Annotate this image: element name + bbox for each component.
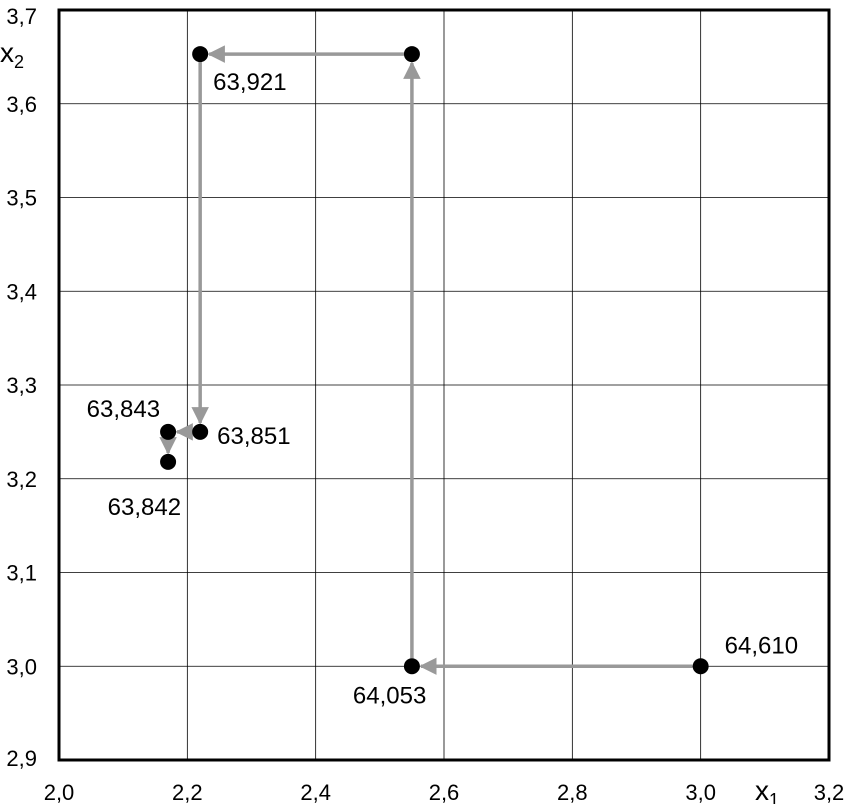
y-tick-label: 3,6 [6, 92, 37, 117]
data-point [192, 46, 209, 63]
data-point [160, 423, 177, 440]
tick-labels: 2,0 2,2 2,4 2,6 2,8 3,0 3,2 2,9 3,0 3,1 3,2 3,3 3,4 3… [6, 4, 844, 804]
y-tick-label: 3,7 [6, 4, 37, 29]
points [160, 46, 709, 675]
x-axis-label: x1 [755, 775, 779, 804]
point-labels: 64,610 64,053 63,921 63,851 63,843 63,842 [87, 69, 798, 709]
x-tick-label: 3,0 [685, 780, 716, 804]
search-path [159, 45, 693, 675]
y-tick-label: 2,9 [6, 746, 37, 771]
data-point [160, 453, 177, 470]
point-value-label: 63,921 [213, 69, 286, 96]
x-tick-label: 2,2 [172, 780, 203, 804]
point-value-label: 63,851 [217, 423, 290, 450]
point-value-label: 63,843 [87, 396, 160, 423]
y-tick-label: 3,1 [6, 561, 37, 586]
y-tick-label: 3,0 [6, 654, 37, 679]
point-value-label: 63,842 [108, 494, 181, 521]
y-tick-label: 3,5 [6, 186, 37, 211]
y-axis-label: x2 [0, 37, 24, 72]
plot-frame [57, 8, 831, 762]
grid [59, 10, 829, 760]
x-tick-label: 2,0 [44, 780, 75, 804]
data-point [192, 423, 209, 440]
data-point [403, 46, 420, 63]
x-tick-label: 2,6 [429, 780, 460, 804]
y-tick-label: 3,4 [6, 279, 37, 304]
x-tick-label: 2,4 [300, 780, 331, 804]
data-point [403, 658, 420, 675]
y-tick-label: 3,3 [6, 373, 37, 398]
point-value-label: 64,610 [725, 632, 798, 659]
y-tick-label: 3,2 [6, 467, 37, 492]
data-point [692, 658, 709, 675]
point-value-label: 64,053 [353, 682, 426, 709]
x-tick-label: 3,2 [814, 780, 845, 804]
x-tick-label: 2,8 [557, 780, 588, 804]
